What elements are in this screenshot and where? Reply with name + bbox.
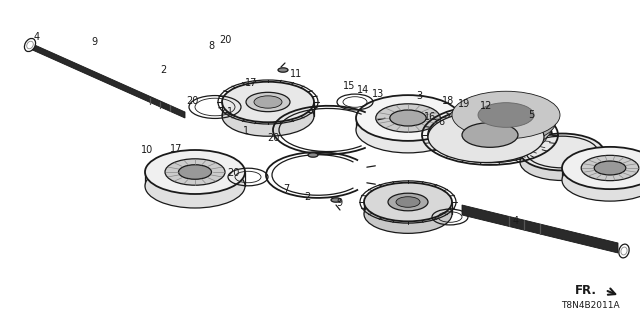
Ellipse shape [428,111,544,163]
Ellipse shape [364,195,452,233]
Ellipse shape [452,91,560,139]
Text: 5: 5 [528,110,534,120]
Ellipse shape [474,109,530,133]
Ellipse shape [520,133,604,171]
Ellipse shape [440,109,548,157]
Ellipse shape [462,127,518,151]
Ellipse shape [621,247,627,255]
Text: 16: 16 [424,112,436,122]
Ellipse shape [356,95,460,141]
Text: 18: 18 [442,96,454,106]
Text: 2: 2 [304,192,310,202]
Ellipse shape [222,96,314,136]
Ellipse shape [246,92,290,112]
Ellipse shape [581,155,639,181]
Ellipse shape [470,115,526,139]
Ellipse shape [478,103,534,127]
Ellipse shape [145,150,245,194]
Ellipse shape [448,97,556,145]
Text: 3: 3 [416,91,422,101]
Ellipse shape [436,115,544,163]
Ellipse shape [331,198,341,202]
Ellipse shape [145,164,245,208]
Text: 20: 20 [219,35,232,45]
Text: 9: 9 [336,198,342,208]
Ellipse shape [364,183,452,221]
Text: FR.: FR. [575,284,597,297]
Text: 7: 7 [283,184,289,194]
Text: 20: 20 [227,168,240,178]
Ellipse shape [24,38,36,52]
Ellipse shape [356,107,460,153]
Text: 20: 20 [186,96,198,106]
Text: 19: 19 [458,99,470,109]
Text: 8: 8 [208,41,214,52]
Text: 10: 10 [141,145,154,156]
Text: 1: 1 [243,126,250,136]
Text: 15: 15 [342,81,355,92]
Ellipse shape [562,147,640,189]
Text: 12: 12 [480,100,493,111]
Ellipse shape [466,121,522,145]
Ellipse shape [179,165,211,179]
Text: 4: 4 [512,216,518,226]
Ellipse shape [222,82,314,122]
Ellipse shape [388,193,428,211]
Ellipse shape [308,153,318,157]
Ellipse shape [562,159,640,201]
Ellipse shape [390,110,426,126]
Ellipse shape [165,159,225,185]
Ellipse shape [27,41,33,49]
Text: 14: 14 [356,84,369,95]
Text: 2: 2 [160,65,166,76]
Text: 17: 17 [170,144,182,154]
Ellipse shape [444,103,552,151]
Text: 4: 4 [34,32,40,42]
Ellipse shape [594,161,626,175]
Ellipse shape [278,68,288,72]
Ellipse shape [619,244,629,258]
Polygon shape [462,205,618,253]
Text: 9: 9 [92,36,98,47]
Ellipse shape [520,143,604,180]
Text: 11: 11 [289,68,302,79]
Ellipse shape [462,123,518,147]
Ellipse shape [396,197,420,207]
Text: 6: 6 [438,116,445,127]
Text: 17: 17 [245,78,258,88]
Ellipse shape [254,96,282,108]
Polygon shape [28,42,185,118]
Text: 1: 1 [227,107,234,117]
Text: T8N4B2011A: T8N4B2011A [561,301,620,310]
Text: 13: 13 [371,89,384,100]
Text: 20: 20 [267,132,280,143]
Ellipse shape [376,104,440,132]
Ellipse shape [428,108,552,162]
